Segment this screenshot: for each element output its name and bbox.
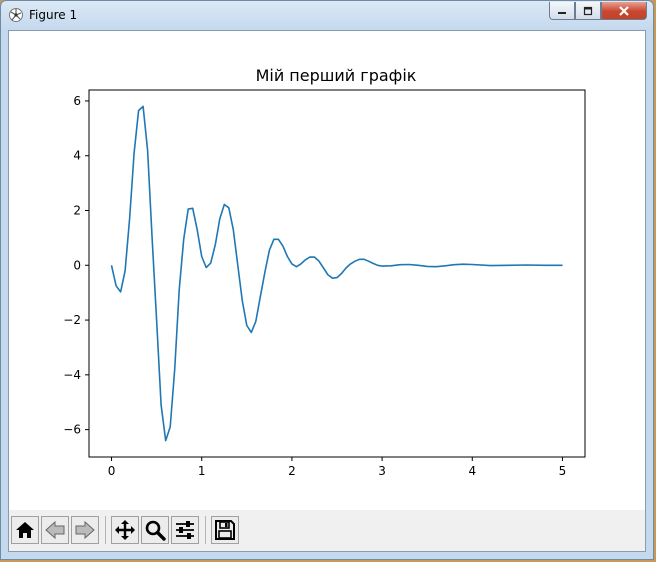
move-icon bbox=[115, 520, 135, 540]
save-button[interactable] bbox=[211, 516, 239, 544]
line-chart: Мій перший графік 0 1 2 3 4 5 −6 −4 −2 0 2 4 6 bbox=[63, 66, 586, 478]
x-tick-label: 5 bbox=[559, 464, 567, 478]
forward-button[interactable] bbox=[71, 516, 99, 544]
app-icon bbox=[8, 7, 24, 23]
x-tick-label: 1 bbox=[198, 464, 206, 478]
toolbar-separator bbox=[105, 516, 106, 544]
chart-title: Мій перший графік bbox=[256, 66, 417, 85]
configure-subplots-button[interactable] bbox=[171, 516, 199, 544]
x-tick-label: 4 bbox=[468, 464, 476, 478]
forward-arrow-icon bbox=[75, 520, 95, 540]
y-tick-label: 2 bbox=[73, 204, 81, 218]
navigation-toolbar bbox=[9, 510, 645, 551]
y-tick-label: −2 bbox=[63, 313, 81, 327]
magnifier-icon bbox=[145, 520, 166, 541]
y-tick-label: −4 bbox=[63, 368, 81, 382]
window-title: Figure 1 bbox=[29, 8, 78, 22]
close-button[interactable] bbox=[601, 2, 647, 20]
x-tick-label: 3 bbox=[378, 464, 386, 478]
y-tick-label: −6 bbox=[63, 423, 81, 437]
figure-canvas[interactable]: Мій перший графік 0 1 2 3 4 5 −6 −4 −2 0 2 4 6 bbox=[8, 30, 646, 552]
home-button[interactable] bbox=[11, 516, 39, 544]
series-line bbox=[110, 105, 563, 442]
home-icon bbox=[16, 522, 34, 538]
y-tick-label: 6 bbox=[73, 94, 81, 108]
x-tick-label: 0 bbox=[108, 464, 116, 478]
sliders-icon bbox=[176, 521, 194, 539]
minimize-icon bbox=[558, 11, 566, 14]
title-bar[interactable]: Figure 1 bbox=[1, 1, 653, 29]
floppy-disk-icon bbox=[215, 520, 235, 540]
pan-button[interactable] bbox=[111, 516, 139, 544]
y-tick-label: 4 bbox=[73, 149, 81, 163]
toolbar-separator bbox=[205, 516, 206, 544]
maximize-button[interactable] bbox=[575, 2, 601, 20]
y-tick-label: 0 bbox=[73, 258, 81, 272]
maximize-icon bbox=[583, 6, 593, 15]
zoom-button[interactable] bbox=[141, 516, 169, 544]
x-tick-label: 2 bbox=[288, 464, 296, 478]
minimize-button[interactable] bbox=[549, 2, 575, 20]
back-button[interactable] bbox=[41, 516, 69, 544]
back-arrow-icon bbox=[45, 520, 65, 540]
close-icon bbox=[619, 5, 629, 16]
plot-area bbox=[88, 89, 586, 458]
